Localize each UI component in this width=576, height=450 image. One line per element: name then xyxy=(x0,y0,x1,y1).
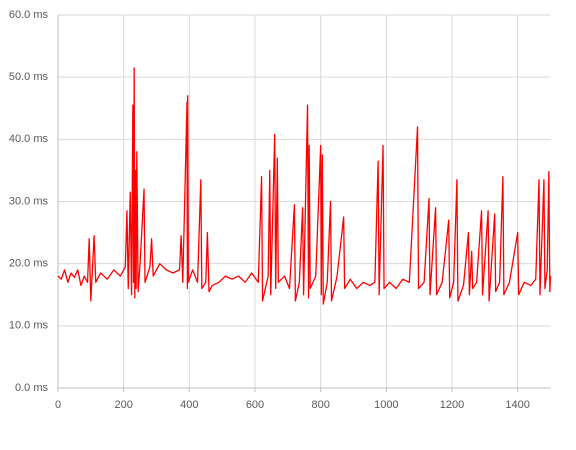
y-tick-label: 10.0 ms xyxy=(9,320,49,332)
y-tick-label: 60.0 ms xyxy=(9,9,49,21)
x-tick-label: 400 xyxy=(180,399,198,411)
x-tick-label: 1000 xyxy=(374,399,398,411)
y-tick-label: 50.0 ms xyxy=(9,71,49,83)
x-tick-label: 600 xyxy=(246,399,264,411)
y-tick-label: 20.0 ms xyxy=(9,258,49,270)
data-line xyxy=(57,67,552,305)
y-tick-label: 40.0 ms xyxy=(9,133,49,145)
x-tick-label: 200 xyxy=(114,399,132,411)
x-tick-label: 0 xyxy=(55,399,61,411)
y-tick-label: 30.0 ms xyxy=(9,195,49,207)
x-tick-label: 1400 xyxy=(505,399,529,411)
y-tick-label: 0.0 ms xyxy=(15,382,49,394)
x-tick-label: 800 xyxy=(311,399,329,411)
x-tick-label: 1200 xyxy=(440,399,464,411)
